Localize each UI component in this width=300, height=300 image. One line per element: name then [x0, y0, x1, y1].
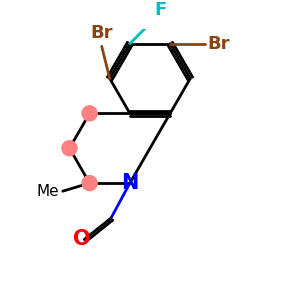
- Text: Br: Br: [90, 24, 113, 42]
- Text: O: O: [73, 230, 90, 250]
- Circle shape: [82, 106, 97, 121]
- Text: Br: Br: [208, 34, 230, 52]
- Text: N: N: [121, 173, 139, 193]
- Text: Me: Me: [36, 184, 59, 199]
- Circle shape: [62, 141, 77, 156]
- Text: F: F: [154, 2, 166, 20]
- Circle shape: [82, 176, 97, 190]
